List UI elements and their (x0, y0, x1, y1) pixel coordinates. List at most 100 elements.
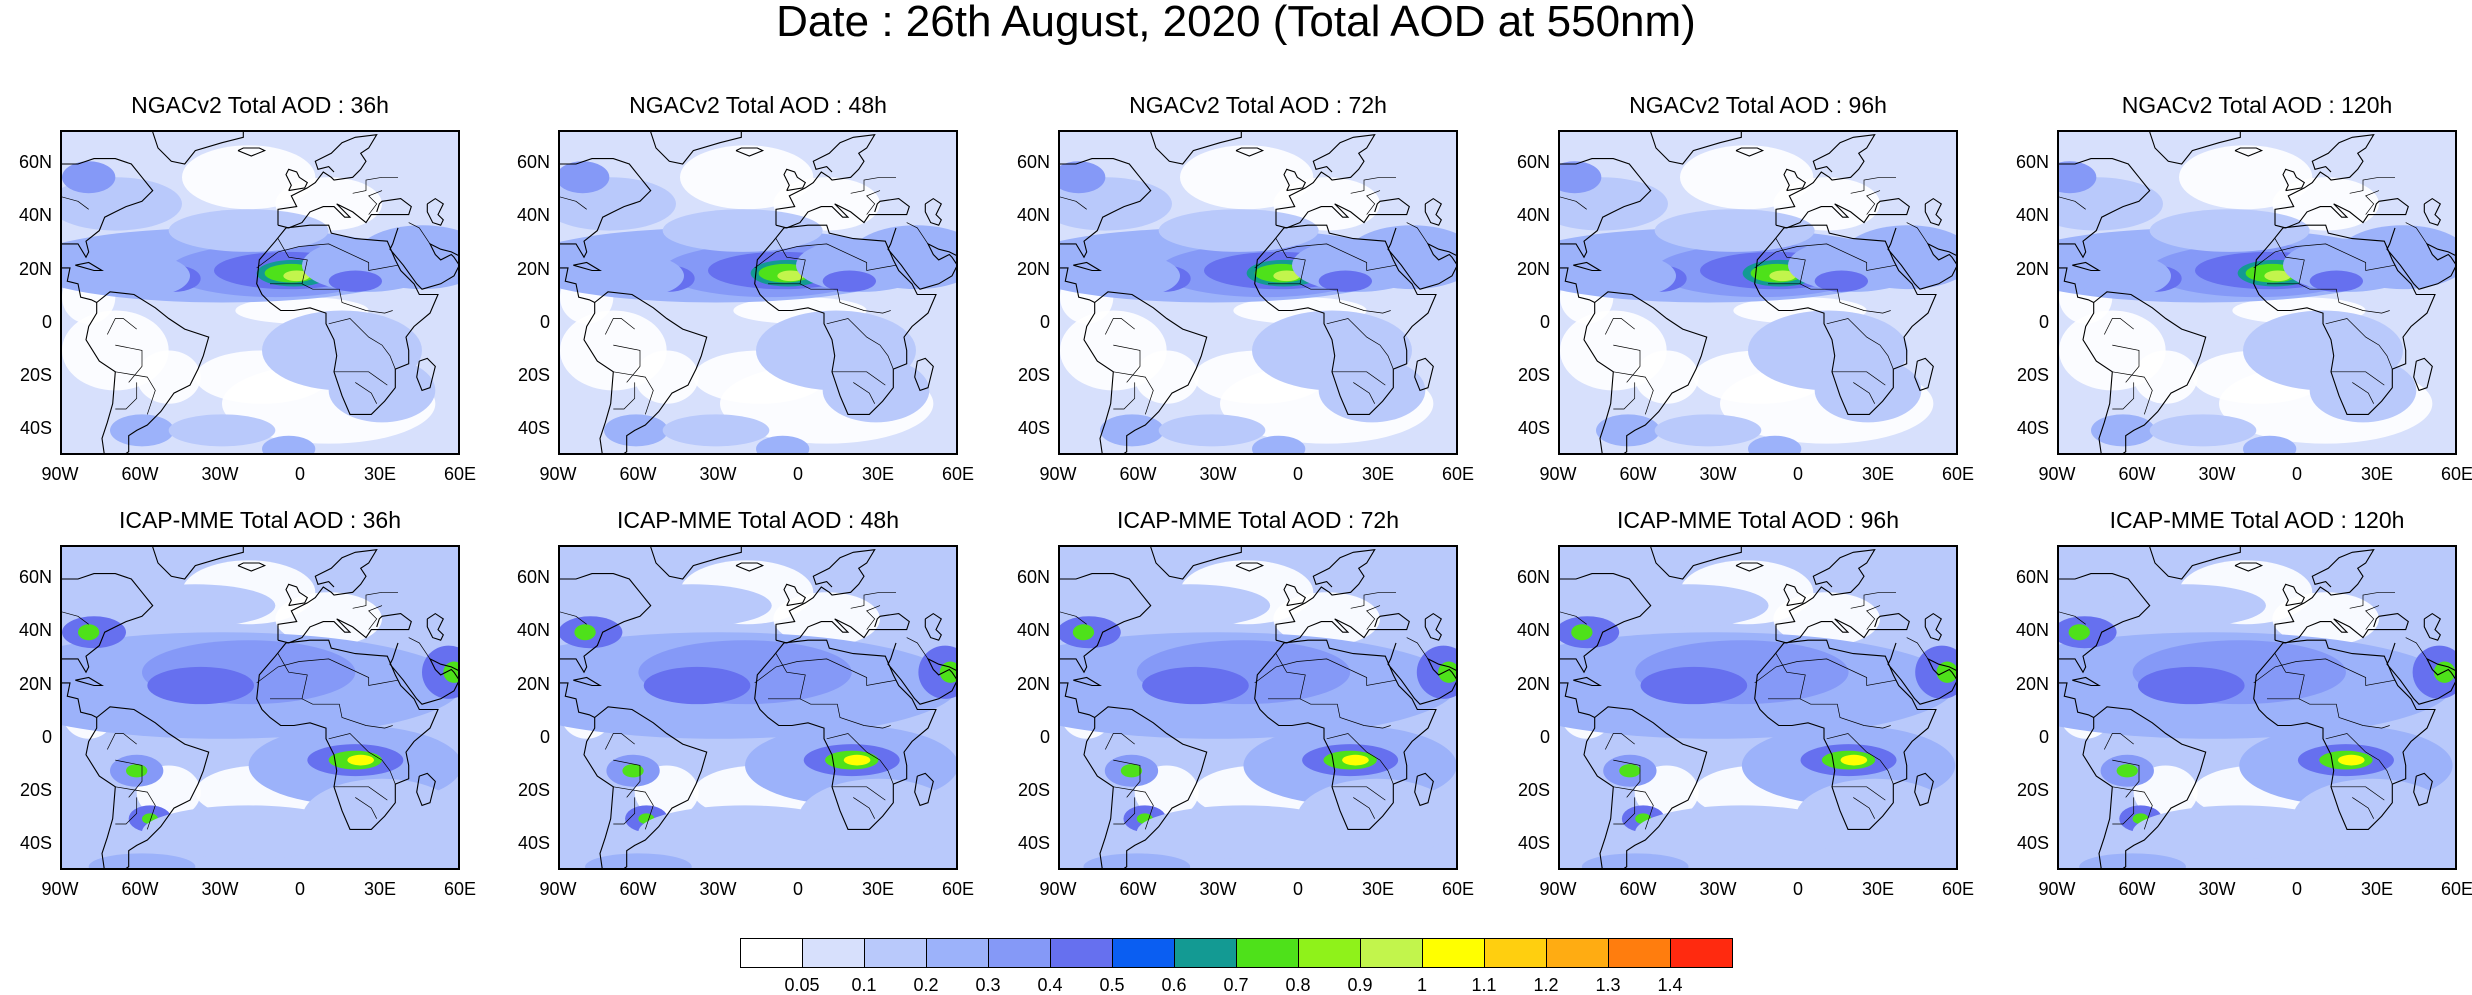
aerosol-plume (1841, 225, 1956, 290)
coastline (75, 676, 104, 687)
aerosol-plume (2091, 414, 2155, 447)
coastline (1387, 227, 1456, 290)
country-border (1906, 222, 1929, 245)
longitude-tick-label: 90W (539, 879, 577, 899)
map-frame (1558, 545, 1958, 870)
country-border (355, 797, 378, 819)
aerosol-plume (1748, 435, 1802, 453)
longitude-tick-label: 90W (2038, 879, 2076, 899)
latitude-tick-label: 20N (1016, 258, 1050, 279)
country-border (270, 283, 393, 314)
country-border (2349, 591, 2395, 609)
coastline (85, 706, 210, 868)
aod-map (2059, 547, 2455, 868)
latitude-tick-label: 40S (1517, 833, 1550, 854)
colorbar-swatch (864, 938, 927, 968)
country-border (1406, 637, 1429, 660)
aerosol-plume (1560, 161, 1602, 194)
latitude-tick-label: 40N (2015, 205, 2049, 226)
colorbar-swatch (926, 938, 989, 968)
aerosol-plume (78, 624, 100, 641)
aerosol-plume (604, 414, 668, 447)
country-border (1775, 238, 1806, 284)
latitude-tick-label: 20S (1517, 365, 1550, 386)
longitude-tick-label: 60W (1119, 879, 1157, 899)
aerosol-plume (2068, 624, 2090, 641)
longitude-tick-label: 30W (699, 879, 737, 899)
colorbar-swatch (1236, 938, 1299, 968)
aerosol-plume (1635, 805, 1849, 859)
country-border (560, 611, 587, 625)
aerosol-plume (2059, 161, 2097, 194)
coastline (1254, 224, 1437, 415)
map-panel: NGACv2 Total AOD : 72h 60N 40N 20N 0 20S 40S 90… (1017, 92, 1474, 487)
aerosol-plume (1100, 414, 1164, 447)
longitude-tick-label: 30E (1861, 879, 1895, 899)
latitude-tick-label: 20S (2016, 780, 2049, 801)
country-border (2352, 382, 2375, 404)
coastline (152, 132, 244, 165)
country-border (1850, 176, 1896, 194)
country-border (106, 733, 137, 750)
aerosol-plume (1640, 666, 1748, 705)
map-frame (1558, 130, 1958, 455)
coastline (62, 573, 154, 674)
coastline (573, 261, 602, 272)
map-panel: ICAP-MME Total AOD : 36h 60N 40N 20N 0 20S 40S… (19, 507, 476, 902)
country-border (1613, 371, 1654, 415)
country-border (1613, 786, 1654, 830)
aerosol-plume (2337, 754, 2365, 766)
colorbar-label: 1.3 (1595, 975, 1621, 995)
aerosol-plume (1814, 358, 1922, 423)
coastline (237, 147, 267, 157)
coastline (1735, 147, 1765, 157)
latitude-tick-label: 20S (1017, 365, 1050, 386)
country-border (2059, 196, 2086, 210)
country-border (352, 591, 398, 609)
aerosol-plume (2059, 177, 2163, 231)
latitude-tick-label: 20N (1516, 673, 1550, 694)
aerosol-plume (328, 358, 436, 423)
country-border (2112, 797, 2135, 825)
colorbar-label: 0.6 (1161, 975, 1187, 995)
coastline (775, 198, 910, 229)
panel-title: NGACv2 Total AOD : 120h (2121, 92, 2393, 118)
latitude-tick-label: 20S (19, 365, 52, 386)
aod-map (1560, 547, 1956, 868)
country-border (2274, 238, 2305, 284)
coastline (277, 549, 378, 641)
latitude-tick-label: 60N (1016, 151, 1050, 172)
country-border (2267, 283, 2390, 314)
country-border (1866, 190, 1881, 215)
aerosol-plume (1596, 414, 1660, 447)
aerosol-plume (115, 584, 276, 627)
country-border (2365, 605, 2380, 630)
coastline (1424, 612, 1443, 641)
coastline (75, 261, 104, 272)
coastline (1275, 198, 1410, 229)
country-border (1113, 344, 1141, 383)
coastline (1914, 772, 1934, 807)
aod-map (2059, 132, 2455, 453)
coastline (1060, 158, 1152, 259)
country-border (115, 344, 143, 383)
aerosol-plume (1342, 754, 1369, 766)
coastline (1083, 706, 1208, 868)
country-border (850, 591, 896, 609)
country-border (1060, 196, 1087, 210)
longitude-tick-label: 0 (2291, 879, 2303, 899)
latitude-tick-label: 0 (1539, 311, 1550, 332)
coastline (560, 573, 652, 674)
latitude-tick-label: 40N (18, 205, 52, 226)
coastline (2234, 147, 2264, 157)
panel-title: ICAP-MME Total AOD : 96h (1616, 507, 1900, 533)
longitude-tick-label: 60E (2440, 879, 2472, 899)
aerosol-plume (1769, 270, 1796, 282)
longitude-tick-label: 30E (1361, 464, 1395, 484)
country-border (1613, 382, 1636, 410)
map-frame (60, 545, 460, 870)
map-panel: NGACv2 Total AOD : 120h 60N 40N 20N 0 20S 40S 9… (2016, 92, 2472, 487)
coastline (2274, 134, 2375, 226)
aerosol-plume (262, 435, 316, 453)
coastline (1150, 132, 1242, 165)
